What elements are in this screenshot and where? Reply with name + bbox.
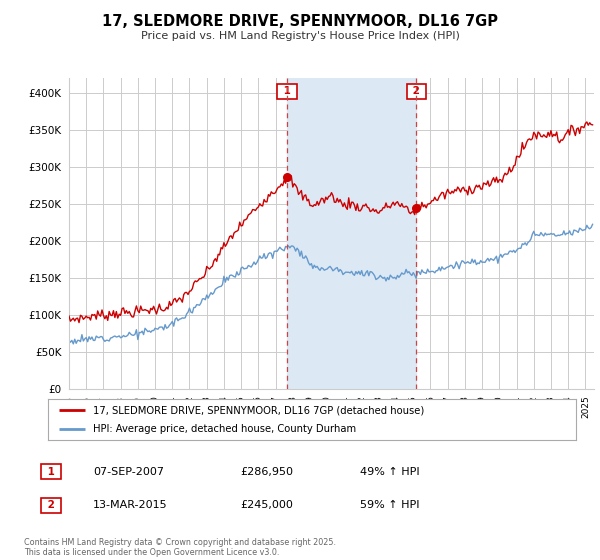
Text: 07-SEP-2007: 07-SEP-2007 xyxy=(93,466,164,477)
Text: 2: 2 xyxy=(409,86,424,96)
Text: 49% ↑ HPI: 49% ↑ HPI xyxy=(360,466,419,477)
Text: Price paid vs. HM Land Registry's House Price Index (HPI): Price paid vs. HM Land Registry's House … xyxy=(140,31,460,41)
Text: HPI: Average price, detached house, County Durham: HPI: Average price, detached house, Coun… xyxy=(93,424,356,433)
Text: 1: 1 xyxy=(280,86,295,96)
Text: Contains HM Land Registry data © Crown copyright and database right 2025.
This d: Contains HM Land Registry data © Crown c… xyxy=(24,538,336,557)
Text: £286,950: £286,950 xyxy=(240,466,293,477)
Text: 17, SLEDMORE DRIVE, SPENNYMOOR, DL16 7GP (detached house): 17, SLEDMORE DRIVE, SPENNYMOOR, DL16 7GP… xyxy=(93,405,424,415)
Text: 59% ↑ HPI: 59% ↑ HPI xyxy=(360,500,419,510)
Text: 17, SLEDMORE DRIVE, SPENNYMOOR, DL16 7GP: 17, SLEDMORE DRIVE, SPENNYMOOR, DL16 7GP xyxy=(102,14,498,29)
Text: 1: 1 xyxy=(44,466,58,477)
Text: 13-MAR-2015: 13-MAR-2015 xyxy=(93,500,167,510)
Text: 2: 2 xyxy=(44,500,58,510)
Text: £245,000: £245,000 xyxy=(240,500,293,510)
Bar xyxy=(287,78,416,389)
